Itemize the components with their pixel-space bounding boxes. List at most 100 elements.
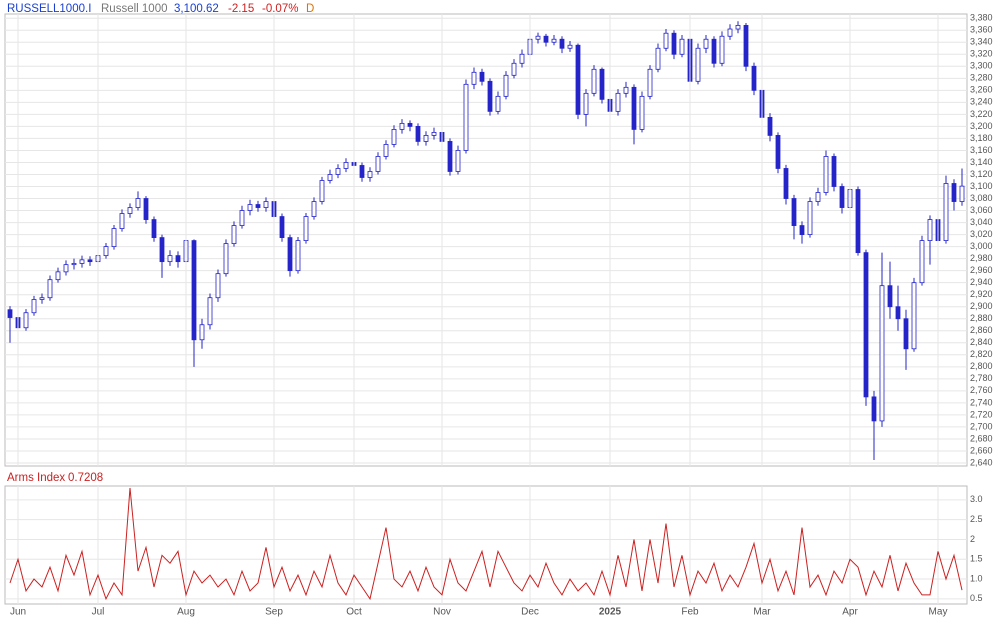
candle-body — [951, 183, 957, 202]
candle-body — [815, 192, 821, 202]
candle-body — [383, 144, 389, 157]
candle-body — [31, 299, 37, 314]
candle-body — [287, 237, 293, 272]
y-tick-label: 3,380 — [970, 13, 993, 23]
y-tick-label: 2,840 — [970, 337, 993, 347]
y-tick-label: 2,700 — [970, 421, 993, 431]
candle-body — [303, 216, 309, 242]
x-tick-label: Jun — [10, 607, 26, 618]
x-tick-label: May — [929, 607, 948, 618]
candle-body — [591, 68, 597, 94]
candle-body — [39, 297, 45, 300]
candle-body — [335, 168, 341, 175]
y-tick-label: 3,120 — [970, 169, 993, 179]
candle-body — [583, 92, 589, 115]
candle-body — [655, 47, 661, 70]
candle-body — [543, 35, 549, 43]
candle-body — [711, 38, 717, 64]
candle-body — [431, 132, 437, 136]
y-tick-label: 2,920 — [970, 289, 993, 299]
candle-body — [511, 62, 517, 76]
y-tick-label: 3,000 — [970, 241, 993, 251]
candle-body — [407, 122, 413, 127]
candle-body — [159, 237, 165, 263]
y-tick-label: 3,040 — [970, 217, 993, 227]
index-name: Russell 1000 — [101, 3, 167, 15]
y-tick-label: 2,900 — [970, 301, 993, 311]
candle-body — [175, 255, 181, 263]
candle-body — [87, 259, 93, 263]
candle-body — [791, 198, 797, 226]
candle-body — [647, 68, 653, 97]
y-tick-label: 2,780 — [970, 373, 993, 383]
candle-body — [535, 35, 541, 40]
candle-body — [519, 53, 525, 64]
change-pct: -0.07% — [262, 3, 298, 15]
x-tick-label: Nov — [433, 607, 451, 618]
candle-body — [599, 68, 605, 100]
y-tick-label: 3,020 — [970, 229, 993, 239]
period: D — [306, 3, 314, 15]
candle-body — [959, 185, 965, 202]
candle-body — [703, 38, 709, 49]
arms-line — [9, 487, 963, 601]
candle-body — [207, 297, 213, 326]
y-tick-label: 2,660 — [970, 445, 993, 455]
candle-body — [295, 240, 301, 272]
candle-body — [775, 135, 781, 169]
candle-body — [423, 135, 429, 142]
candle-body — [671, 32, 677, 55]
candle-body — [263, 201, 269, 208]
y-tick-label: 3,360 — [970, 25, 993, 35]
x-tick-label: Dec — [521, 607, 539, 618]
y-tick-label: 3,060 — [970, 205, 993, 215]
candle-body — [7, 309, 13, 318]
y-tick-label: 3,320 — [970, 49, 993, 59]
candle-body — [455, 150, 461, 172]
candle-body — [311, 201, 317, 217]
candle-body — [903, 318, 909, 350]
candle-body — [47, 279, 53, 299]
candle-body — [239, 210, 245, 226]
symbol: RUSSELL1000.I — [7, 3, 91, 15]
candle-body — [23, 312, 29, 329]
candle-body — [479, 71, 485, 82]
candle-body — [247, 204, 253, 211]
change: -2.15 — [228, 3, 254, 15]
candle-body — [575, 44, 581, 115]
y-tick-label: 2,980 — [970, 253, 993, 263]
candle-body — [167, 255, 173, 263]
y-tick-label: 3,220 — [970, 109, 993, 119]
y-tick-label: 2 — [970, 534, 975, 544]
candle-body — [863, 252, 869, 398]
y-tick-label: 3,340 — [970, 37, 993, 47]
y-tick-label: 2,860 — [970, 325, 993, 335]
candle-body — [231, 225, 237, 245]
y-tick-label: 3,280 — [970, 73, 993, 83]
y-tick-label: 3,180 — [970, 133, 993, 143]
x-tick-label: Aug — [177, 607, 195, 618]
candle-body — [743, 25, 749, 67]
candle-body — [119, 213, 125, 229]
candle-body — [487, 80, 493, 112]
y-tick-label: 3,080 — [970, 193, 993, 203]
candle-body — [135, 198, 141, 208]
candle-body — [447, 141, 453, 172]
candle-body — [367, 171, 373, 178]
candle-body — [391, 129, 397, 145]
candle-body — [327, 174, 333, 181]
candle-body — [55, 271, 61, 281]
candle-body — [751, 65, 757, 91]
y-tick-label: 3,160 — [970, 145, 993, 155]
y-tick-label: 2,940 — [970, 277, 993, 287]
y-tick-label: 2,800 — [970, 361, 993, 371]
candle-body — [911, 282, 917, 350]
arms-panel — [4, 485, 968, 605]
candle-body — [127, 207, 133, 214]
y-tick-label: 2,740 — [970, 397, 993, 407]
y-tick-label: 2,960 — [970, 265, 993, 275]
candle-body — [143, 198, 149, 220]
x-tick-label: Feb — [681, 607, 699, 618]
candle-body — [375, 156, 381, 172]
y-tick-label: 1.5 — [970, 554, 983, 564]
